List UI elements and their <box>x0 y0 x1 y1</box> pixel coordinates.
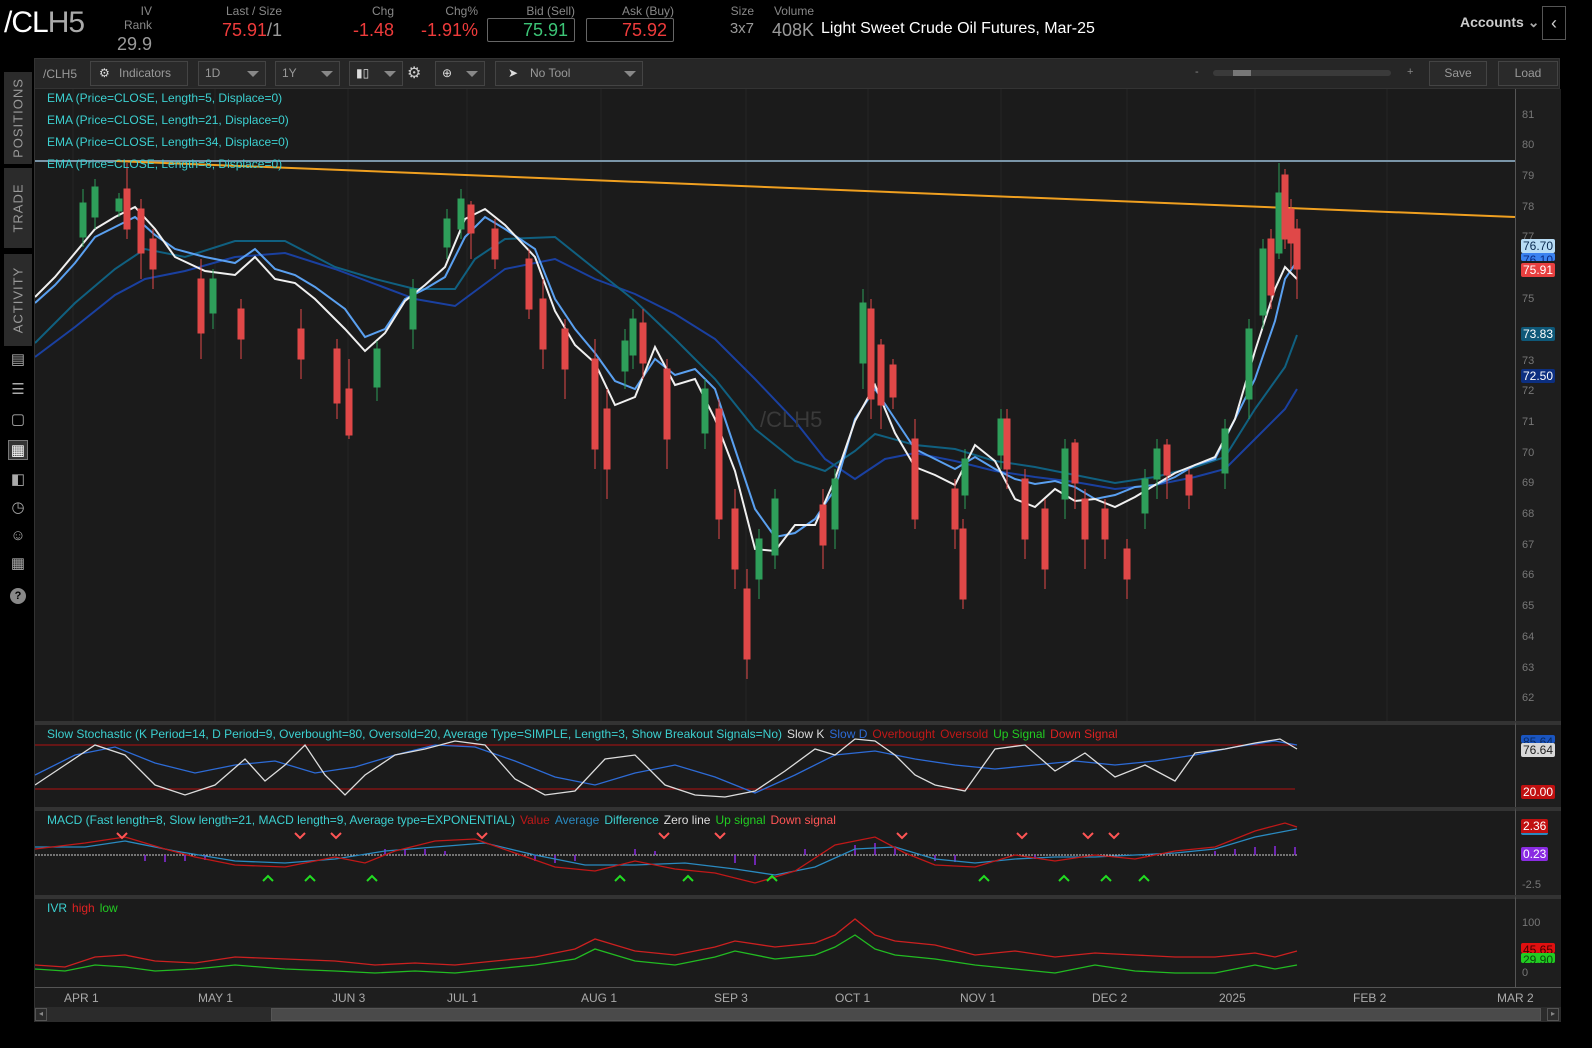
caret-down-icon <box>321 71 333 77</box>
drawing-dropdown[interactable]: ⊕ <box>435 61 485 86</box>
trend-line <box>114 160 1515 218</box>
help-icon[interactable]: ? <box>10 588 26 604</box>
macd-up-signals <box>262 874 1150 882</box>
drawing-tool-dropdown[interactable]: ➤ No Tool <box>495 61 643 86</box>
macd-svg <box>35 822 1298 884</box>
quote-header: /CLH5 IV Rank 29.9 Last / Size 75.91/1 C… <box>0 0 1592 54</box>
chevron-left-icon: ‹ <box>1551 13 1557 33</box>
zoom-slider[interactable] <box>1213 70 1391 76</box>
timeframe-dropdown[interactable]: 1Y <box>275 61 340 86</box>
ema5-value-tag: 76.70 <box>1521 239 1556 253</box>
chevron-down-icon: ⌄ <box>1527 14 1540 30</box>
macd-title[interactable]: MACD (Fast length=8, Slow length=21, MAC… <box>47 813 836 827</box>
scroll-left-button[interactable]: ◂ <box>35 1008 47 1021</box>
save-button[interactable]: Save <box>1429 61 1487 86</box>
beaker-icon: ⚙ <box>99 66 110 80</box>
caret-down-icon <box>624 71 636 77</box>
ema21-value-tag: 73.83 <box>1521 327 1556 341</box>
study-label-ema8[interactable]: EMA (Price=CLOSE, Length=8, Displace=0) <box>47 157 283 171</box>
chart-book-icon[interactable]: ▤ <box>10 351 26 368</box>
list-icon[interactable]: ☰ <box>11 381 25 398</box>
ivr-pane[interactable]: IVR high low <box>35 895 1515 987</box>
study-label-ema5[interactable]: EMA (Price=CLOSE, Length=5, Displace=0) <box>47 91 283 105</box>
bid-sell-button[interactable]: 75.91 <box>487 18 575 42</box>
ask-label: Ask (Buy) <box>621 4 674 18</box>
study-label-ema21[interactable]: EMA (Price=CLOSE, Length=21, Displace=0) <box>47 113 289 127</box>
slow-stochastic-pane[interactable]: Slow Stochastic (K Period=14, D Period=9… <box>35 721 1515 807</box>
caret-down-icon <box>247 71 259 77</box>
load-button[interactable]: Load <box>1498 61 1558 86</box>
scrollbar-thumb[interactable] <box>271 1008 1541 1021</box>
stochastic-svg <box>35 738 1298 798</box>
chart-type-dropdown[interactable]: ▮▯ <box>349 61 403 86</box>
sidebar-tab-positions[interactable]: POSITIONS <box>4 72 32 164</box>
size-field: Size 3x7 <box>729 4 754 37</box>
crosshair-icon: ⊕ <box>442 66 453 80</box>
instrument-description: Light Sweet Crude Oil Futures, Mar-25 <box>821 20 1095 37</box>
slow-k-value-tag: 76.64 <box>1521 743 1556 757</box>
last-price-tag: 75.91 <box>1521 263 1556 277</box>
ema8-value-tag: 76.10 <box>1521 253 1556 261</box>
aggregation-dropdown[interactable]: 1D <box>198 61 266 86</box>
zoom-slider-thumb[interactable] <box>1233 70 1251 76</box>
caret-down-icon <box>384 71 396 77</box>
bid-label: Bid (Sell) <box>526 4 575 18</box>
ivr-axis[interactable]: 100 45.65 29.90 0 <box>1515 895 1561 987</box>
tiles-icon[interactable]: ◧ <box>10 471 26 488</box>
ivr-title[interactable]: IVR high low <box>47 901 118 915</box>
calendar-icon[interactable]: ▦ <box>10 555 26 572</box>
oversold-value-tag: 20.00 <box>1521 785 1556 799</box>
macd-histogram <box>144 843 1296 865</box>
caret-down-icon <box>466 71 478 77</box>
volume-field: Volume 408K <box>771 4 814 40</box>
price-axis[interactable]: 81 80 79 78 77 75 73 72 71 70 69 68 67 6… <box>1515 89 1561 721</box>
indicators-button[interactable]: ⚙ Indicators <box>90 61 188 86</box>
chart-window: /CLH5 ⚙ Indicators 1D 1Y ▮▯ ⚙ ⊕ ➤ No Too… <box>34 58 1561 1022</box>
price-pane[interactable]: /CLH5 EMA (Price=CLOSE, Length=5, Displa… <box>35 89 1515 721</box>
macd-diff-tag: 0.23 <box>1521 847 1549 861</box>
chart-symbol-label: /CLH5 <box>43 67 78 81</box>
chart-toolbar: /CLH5 ⚙ Indicators 1D 1Y ▮▯ ⚙ ⊕ ➤ No Too… <box>35 59 1559 89</box>
sidebar-tab-activity[interactable]: ACTIVITY <box>4 254 32 346</box>
tv-icon[interactable]: ▢ <box>10 411 26 428</box>
ivr-svg <box>35 918 1298 974</box>
horizontal-scrollbar[interactable]: ◂ ▸ <box>35 1007 1561 1022</box>
people-icon[interactable]: ☺ <box>10 527 26 544</box>
cursor-arrow-icon: ➤ <box>508 66 519 80</box>
symbol-watermark: /CLH5 <box>760 407 823 432</box>
candlestick-icon: ▮▯ <box>356 66 370 80</box>
study-label-ema34[interactable]: EMA (Price=CLOSE, Length=34, Displace=0) <box>47 135 289 149</box>
clock-refresh-icon[interactable]: ◷ <box>11 499 25 516</box>
ask-buy-button[interactable]: 75.92 <box>586 18 674 42</box>
macd-axis[interactable]: 2.36 0.23 -2.5 <box>1515 807 1561 895</box>
change-percent-field: Chg% -1.91% <box>420 4 478 40</box>
scroll-right-button[interactable]: ▸ <box>1547 1008 1559 1021</box>
ema34-value-tag: 72.50 <box>1521 369 1556 383</box>
stochastic-axis[interactable]: 85.64 76.64 20.00 <box>1515 721 1561 807</box>
change-field: Chg -1.48 <box>352 4 394 40</box>
date-axis[interactable]: APR 1 MAY 1 JUN 3 JUL 1 AUG 1 SEP 3 OCT … <box>35 987 1561 1007</box>
iv-rank-field: IV Rank 29.9 <box>116 4 152 54</box>
stochastic-title[interactable]: Slow Stochastic (K Period=14, D Period=9… <box>47 727 1118 741</box>
symbol-title: /CLH5 <box>4 6 85 39</box>
accounts-dropdown[interactable]: Accounts ⌄ <box>1460 14 1540 30</box>
ivr-high-tag: 45.65 <box>1521 943 1556 953</box>
chart-grid-icon[interactable]: ▦ <box>8 440 28 460</box>
macd-down-signals <box>116 832 1120 840</box>
last-size-field: Last / Size 75.91/1 <box>221 4 282 40</box>
collapse-panel-button[interactable]: ‹ <box>1542 6 1566 40</box>
gear-icon[interactable]: ⚙ <box>407 65 422 82</box>
price-chart-svg <box>35 89 1515 721</box>
zoom-in-button[interactable]: + <box>1407 66 1414 78</box>
macd-value-tag: 2.36 <box>1521 819 1549 835</box>
ivr-low-tag: 29.90 <box>1521 953 1556 963</box>
candlesticks <box>79 163 1301 679</box>
sidebar-tab-trade[interactable]: TRADE <box>4 168 32 248</box>
zoom-out-button[interactable]: - <box>1195 66 1199 78</box>
macd-pane[interactable]: MACD (Fast length=8, Slow length=21, MAC… <box>35 807 1515 895</box>
